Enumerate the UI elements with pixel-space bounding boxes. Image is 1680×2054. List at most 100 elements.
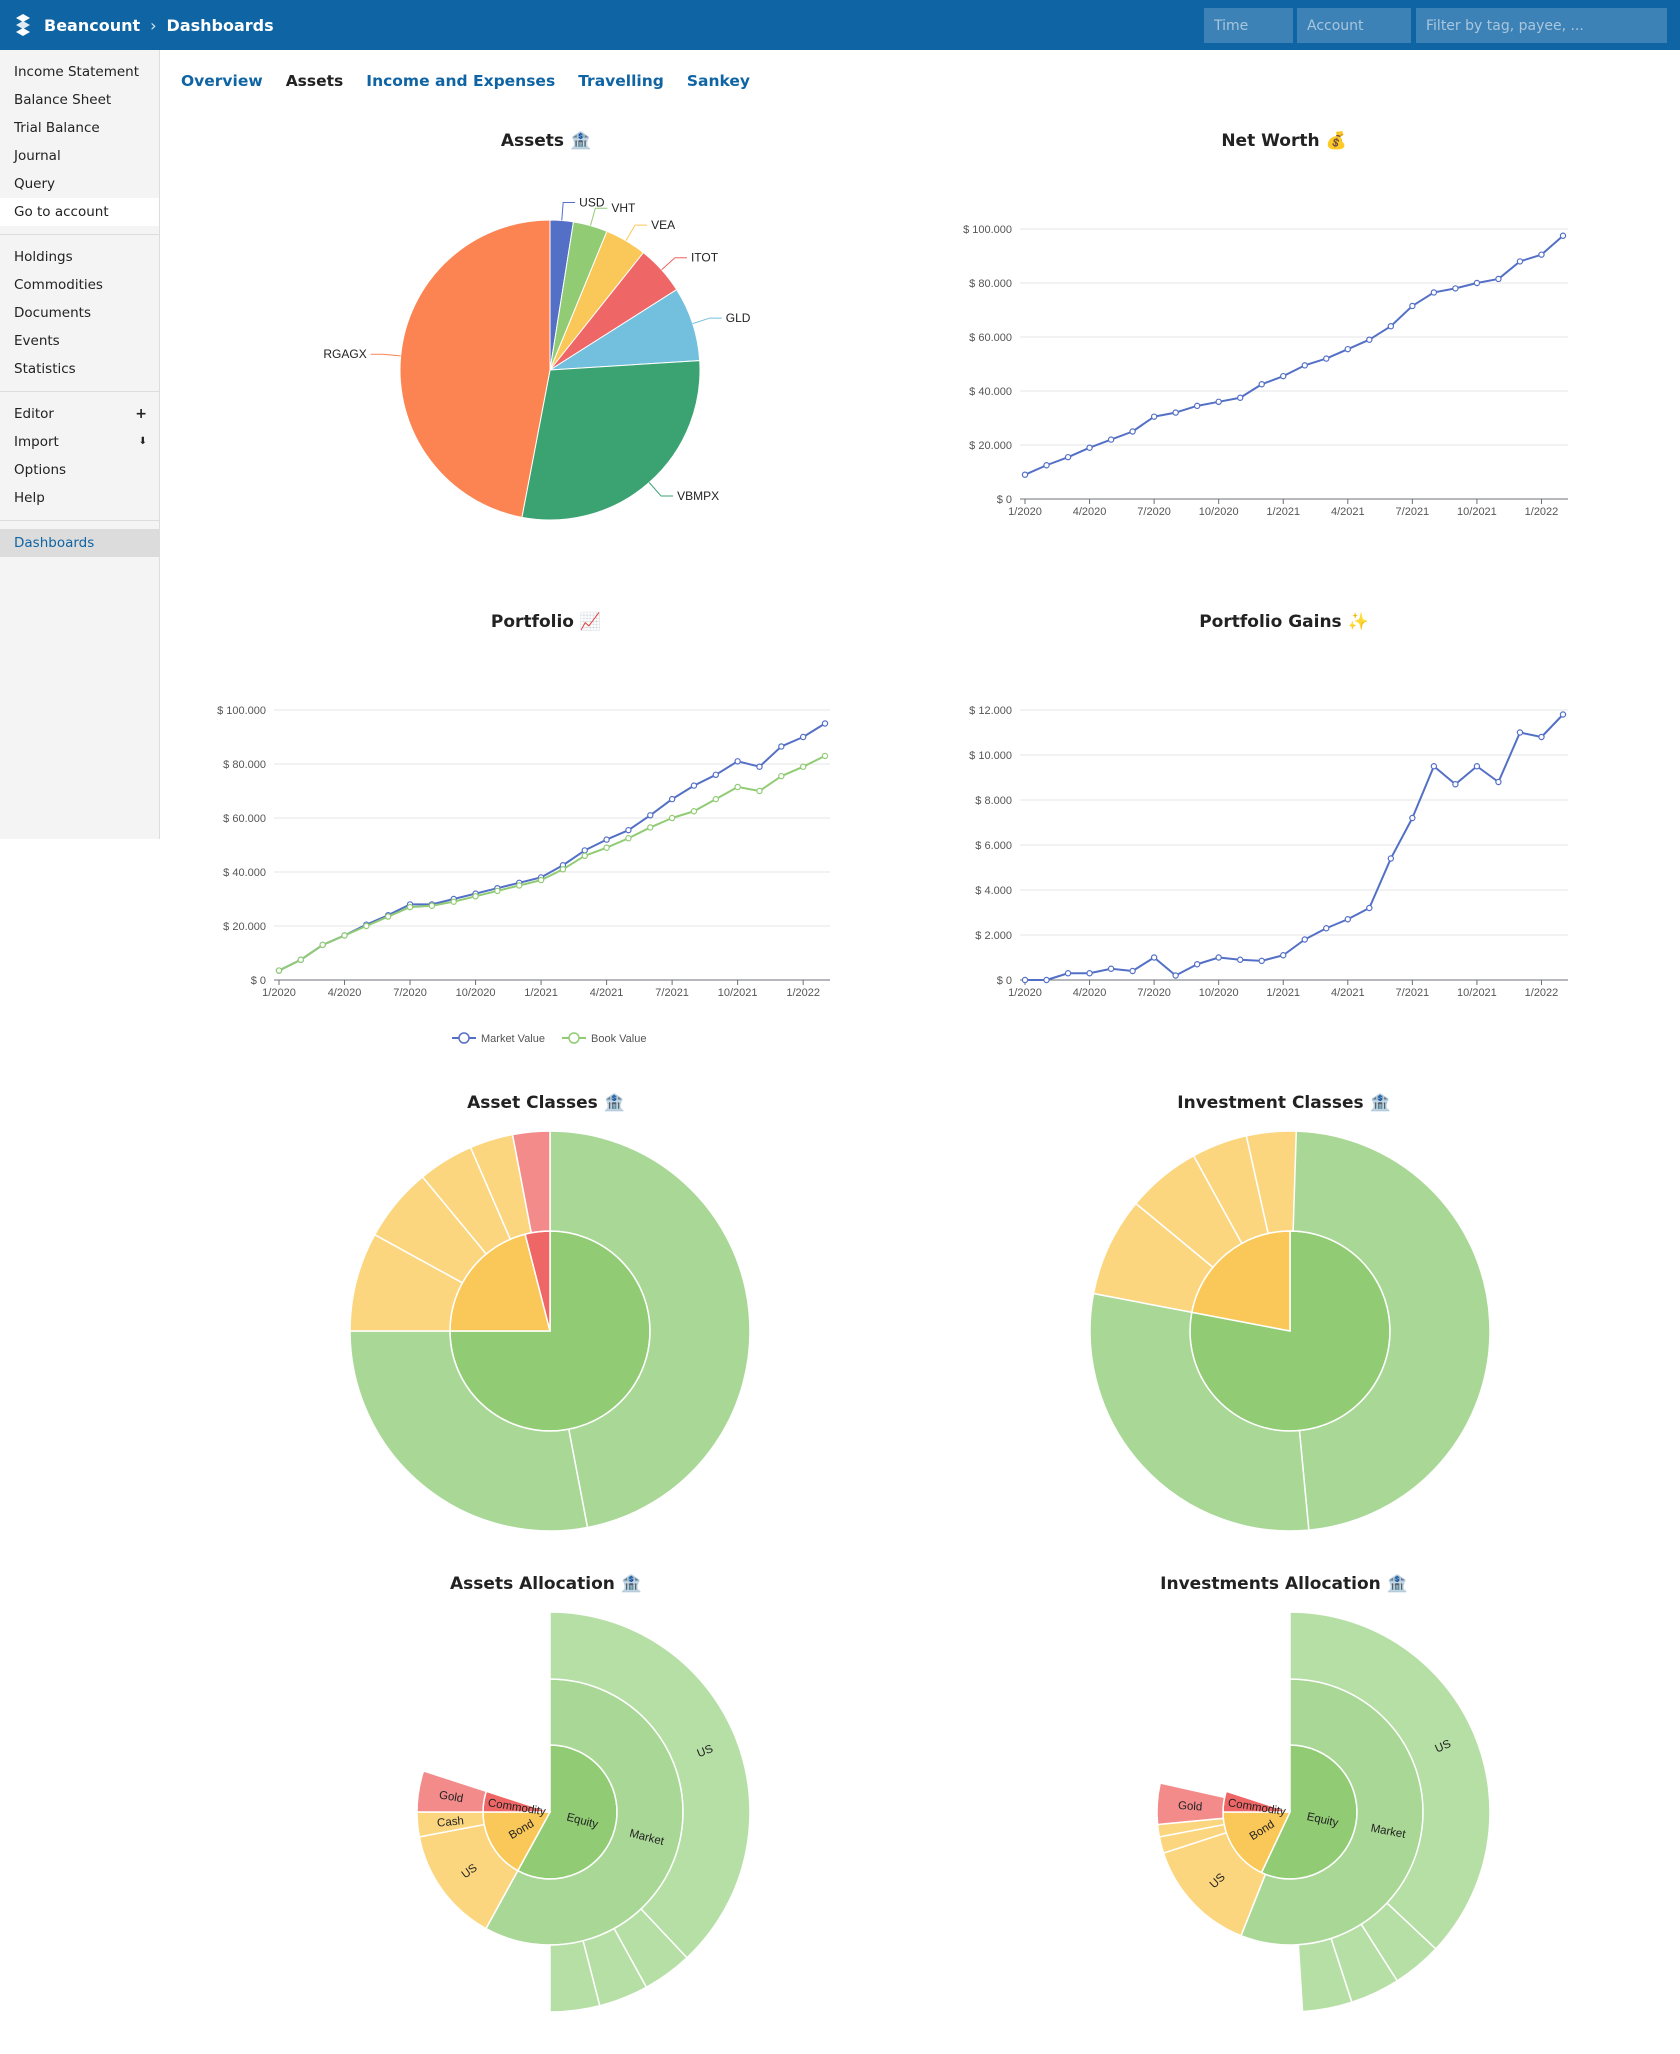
app-name-link[interactable]: Beancount — [44, 15, 141, 35]
portfolio-data-point — [778, 743, 785, 750]
sidebar-item-editor[interactable]: Editor — [14, 406, 54, 422]
portfolio-gains-data-point — [1516, 729, 1524, 736]
portfolio-x-tick: 7/2021 — [655, 987, 689, 999]
sidebar-item-options[interactable]: Options — [14, 462, 67, 478]
net-worth-x-tick: 10/2020 — [1199, 506, 1239, 518]
sidebar-divider — [0, 391, 159, 392]
chart-title-investments-allocation: Investments Allocation 🏦 — [1160, 1574, 1408, 1594]
sidebar-item-import[interactable]: Import — [14, 434, 59, 450]
pie-label-line — [625, 224, 648, 241]
portfolio-data-point — [821, 752, 829, 760]
account-filter-input[interactable] — [1297, 8, 1411, 43]
sidebar-item-income-statement[interactable]: Income Statement — [14, 64, 140, 80]
portfolio-data-point — [712, 795, 720, 803]
portfolio-x-tick: 7/2020 — [393, 987, 427, 999]
portfolio-data-point — [690, 782, 698, 789]
net-worth-data-point — [1086, 444, 1093, 451]
portfolio-gains-x-tick: 1/2020 — [1008, 987, 1042, 999]
investments-allocation-outer-segment-3 — [1297, 1937, 1353, 2013]
tab-travelling[interactable]: Travelling — [578, 72, 664, 90]
download-icon[interactable]: ⬇ — [138, 436, 147, 447]
net-worth-data-point — [1516, 258, 1524, 265]
portfolio-series-line-market-value — [278, 722, 826, 972]
net-worth-x-tick: 4/2021 — [1331, 506, 1365, 518]
net-worth-data-point — [1129, 428, 1136, 435]
portfolio-data-point — [756, 787, 763, 795]
portfolio-gains-data-point — [1495, 778, 1502, 786]
portfolio-gains-data-point — [1387, 855, 1395, 862]
time-filter-input[interactable] — [1204, 8, 1293, 43]
net-worth-data-point — [1538, 251, 1545, 258]
net-worth-data-point — [1559, 232, 1567, 239]
sidebar-item-trial-balance[interactable]: Trial Balance — [14, 120, 100, 136]
net-worth-data-point — [1495, 275, 1502, 283]
portfolio-data-point — [428, 902, 436, 909]
portfolio-series-line-book-value — [278, 755, 826, 972]
sidebar-item-balance-sheet[interactable]: Balance Sheet — [14, 92, 112, 108]
legend-book-value: Book Value — [591, 1033, 646, 1045]
portfolio-y-tick: $ 20.000 — [223, 921, 266, 933]
page-title: Dashboards — [166, 15, 274, 35]
sidebar-item-documents[interactable]: Documents — [14, 305, 91, 321]
portfolio-gains-data-point — [1452, 781, 1459, 788]
portfolio-data-point — [363, 922, 370, 930]
tag-payee-filter-input[interactable] — [1416, 8, 1667, 43]
sidebar-item-statistics[interactable]: Statistics — [14, 361, 76, 377]
sidebar-item-commodities[interactable]: Commodities — [14, 277, 103, 293]
sidebar-item-go-to-account[interactable]: Go to account — [0, 198, 159, 226]
portfolio-gains-data-point — [1043, 976, 1050, 984]
pie-label-vht: VHT — [611, 201, 636, 215]
sidebar-item-holdings[interactable]: Holdings — [14, 249, 73, 265]
tab-sankey[interactable]: Sankey — [686, 72, 751, 90]
net-worth-data-point — [1452, 285, 1459, 292]
net-worth-data-point — [1258, 381, 1265, 388]
portfolio-data-point — [341, 932, 348, 939]
tab-overview[interactable]: Overview — [181, 72, 263, 90]
portfolio-gains-data-point — [1538, 733, 1545, 741]
net-worth-x-tick: 10/2021 — [1457, 506, 1497, 518]
dashboard-tabs: Overview Assets Income and Expenses Trav… — [181, 72, 750, 90]
portfolio-x-tick: 4/2020 — [328, 987, 362, 999]
assets-allocation-outer-segment-3 — [549, 1939, 601, 2013]
beancount-logo-icon[interactable] — [10, 12, 36, 38]
net-worth-data-point — [1043, 462, 1050, 469]
breadcrumb-separator: › — [150, 15, 157, 35]
tab-income-and-expenses[interactable]: Income and Expenses — [366, 72, 556, 90]
portfolio-gains-data-point — [1366, 904, 1373, 912]
portfolio-data-point — [537, 876, 545, 884]
portfolio-gains-data-point — [1323, 925, 1330, 932]
portfolio-data-point — [799, 733, 807, 741]
sidebar-item-query[interactable]: Query — [14, 176, 56, 192]
sidebar-item-journal[interactable]: Journal — [14, 148, 61, 164]
portfolio-data-point — [690, 808, 698, 815]
portfolio-gains-y-tick: $ 10.000 — [969, 750, 1012, 762]
pie-label-rgagx: RGAGX — [323, 347, 366, 361]
portfolio-data-point — [734, 783, 741, 791]
chart-title-investment-classes: Investment Classes 🏦 — [1177, 1093, 1391, 1113]
net-worth-series-line-net-worth — [1024, 234, 1564, 476]
tab-assets[interactable]: Assets — [285, 72, 344, 90]
portfolio-gains-x-tick: 10/2020 — [1199, 987, 1239, 999]
portfolio-gains-data-point — [1129, 967, 1136, 975]
net-worth-x-tick: 1/2022 — [1525, 506, 1559, 518]
pie-slice-rgagx — [399, 219, 551, 518]
net-worth-y-tick: $ 100.000 — [963, 224, 1012, 236]
portfolio-gains-x-tick: 7/2020 — [1137, 987, 1171, 999]
portfolio-data-point — [712, 771, 720, 779]
portfolio-gains-y-tick: $ 2.000 — [975, 930, 1012, 942]
sidebar-item-help[interactable]: Help — [14, 490, 45, 506]
portfolio-gains-x-tick: 4/2021 — [1331, 987, 1365, 999]
portfolio-data-point — [275, 967, 283, 974]
net-worth-data-point — [1473, 279, 1481, 287]
sidebar-item-events[interactable]: Events — [14, 333, 60, 349]
plus-icon[interactable]: + — [135, 406, 147, 422]
sidebar-item-dashboards[interactable]: Dashboards — [0, 529, 159, 557]
assets-allocation-outer-label-us: US — [696, 1743, 716, 1760]
portfolio-gains-data-point — [1430, 763, 1438, 770]
net-worth-data-point — [1193, 402, 1201, 410]
portfolio-x-tick: 1/2022 — [786, 987, 820, 999]
net-worth-data-point — [1064, 453, 1072, 461]
portfolio-gains-data-point — [1107, 965, 1115, 972]
investments-allocation-middle-segment-gold — [1156, 1782, 1226, 1826]
